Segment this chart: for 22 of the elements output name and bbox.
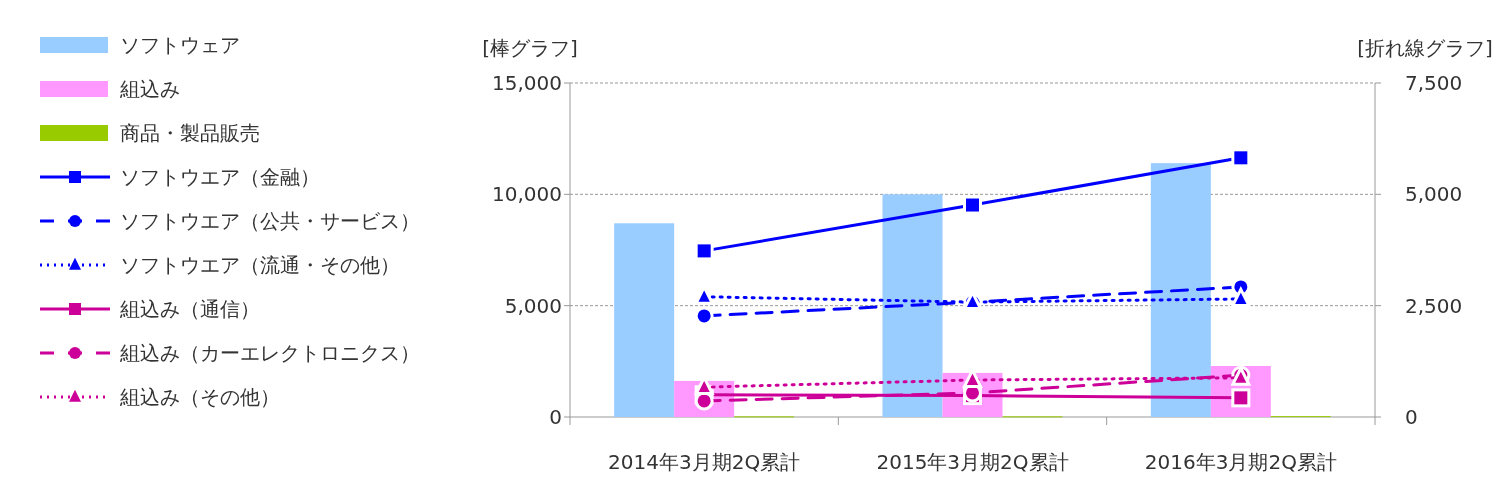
y-tick-label: 0 — [549, 405, 562, 429]
legend-label: 組込み（通信） — [119, 297, 260, 321]
legend-label: ソフトウェア — [120, 33, 240, 57]
legend-label: ソフトウエア（公共・サービス） — [120, 209, 420, 233]
y2-tick-label: 2,500 — [1405, 293, 1463, 318]
legend-label: 組込み — [119, 77, 180, 101]
x-tick-label: 2015年3月期2Q累計 — [876, 450, 1069, 474]
x-tick-label: 2014年3月期2Q累計 — [608, 450, 801, 474]
y2-tick-label: 7,500 — [1405, 71, 1463, 95]
y-axis-title: [棒グラフ] — [482, 36, 578, 60]
legend-label: 商品・製品販売 — [120, 121, 260, 145]
y-tick-label: 15,000 — [492, 71, 562, 95]
y-tick-label: 10,000 — [492, 182, 562, 207]
legend-label: 組込み（その他） — [119, 385, 280, 409]
legend-label: ソフトウエア（流通・その他） — [120, 253, 400, 277]
y-tick-label: 5,000 — [504, 293, 562, 318]
legend-label: ソフトウエア（金融） — [120, 165, 320, 189]
y2-tick-label: 5,000 — [1405, 182, 1463, 207]
legend-label: 組込み（カーエレクトロニクス） — [119, 341, 420, 365]
x-tick-label: 2016年3月期2Q累計 — [1144, 450, 1337, 474]
y2-tick-label: 0 — [1405, 405, 1418, 429]
y2-axis-title: [折れ線グラフ] — [1357, 36, 1493, 60]
